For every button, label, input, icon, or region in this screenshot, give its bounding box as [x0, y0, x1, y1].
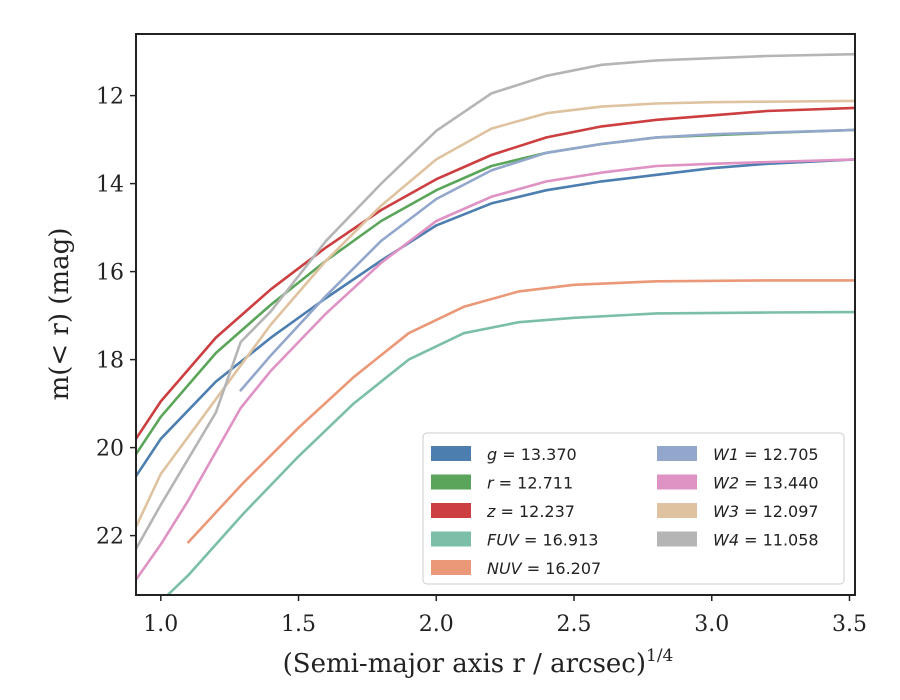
- series-line-z: [136, 106, 855, 441]
- legend-swatch-w1: [657, 446, 697, 461]
- legend-swatch-r: [431, 474, 471, 490]
- x-axis: 1.0 1.5 2.0 2.5 3.0 3.5: [143, 595, 867, 637]
- x-tick-label: 2.5: [557, 612, 592, 637]
- x-tick-label: 1.5: [281, 612, 316, 637]
- legend: g = 13.370 r = 12.711 z = 12.237 FUV = 16.9…: [422, 432, 845, 585]
- series-line-w2: [136, 158, 855, 581]
- y-tick-label: 22: [96, 525, 124, 550]
- x-tick-label: 1.0: [143, 612, 178, 637]
- x-axis-label-exponent: 1/4: [646, 646, 673, 666]
- legend-items: g = 13.370 r = 12.711 z = 12.237 FUV = 16.9…: [431, 445, 819, 578]
- legend-swatch-z: [431, 503, 471, 518]
- series-line-fuv: [165, 310, 855, 595]
- series-line-w3: [136, 99, 855, 529]
- plot-frame: [135, 33, 856, 596]
- legend-swatch-w4: [657, 531, 697, 547]
- series-line-g: [136, 158, 855, 478]
- series-line-w4: [136, 52, 855, 551]
- series-layer: [136, 52, 855, 595]
- x-axis-label: (Semi-major axis r / arcsec)1/4: [283, 646, 674, 679]
- legend-label-r: r = 12.711: [487, 474, 573, 493]
- y-axis-label: m(< r) (mag): [45, 228, 75, 401]
- x-tick-label: 2.0: [419, 612, 454, 637]
- legend-label-nuv: NUV = 16.207: [487, 559, 601, 578]
- legend-label-w4: W4 = 11.058: [713, 531, 819, 550]
- legend-swatch-w2: [657, 474, 697, 490]
- legend-label-g: g = 13.370: [487, 445, 577, 464]
- legend-label-w1: W1 = 12.705: [713, 445, 819, 464]
- y-tick-label: 20: [96, 437, 124, 462]
- legend-label-fuv: FUV = 16.913: [487, 531, 598, 550]
- y-tick-label: 16: [96, 261, 124, 286]
- legend-swatch-fuv: [431, 531, 471, 547]
- legend-box: [422, 432, 845, 585]
- legend-label-z: z = 12.237: [486, 502, 575, 521]
- series-line-w1: [239, 128, 855, 392]
- y-tick-label: 18: [96, 349, 124, 374]
- legend-label-w3: W3 = 12.097: [713, 502, 819, 521]
- legend-swatch-w3: [657, 503, 697, 518]
- y-tick-label: 12: [96, 85, 124, 110]
- legend-swatch-g: [431, 446, 471, 461]
- y-tick-label: 14: [96, 173, 124, 198]
- y-axis: 12 14 16 18 20 22: [96, 85, 136, 550]
- legend-label-w2: W2 = 13.440: [713, 474, 819, 493]
- legend-swatch-nuv: [431, 560, 471, 575]
- series-line-nuv: [187, 279, 855, 544]
- x-tick-label: 3.5: [832, 612, 867, 637]
- x-tick-label: 3.0: [694, 612, 729, 637]
- x-axis-label-main: (Semi-major axis r / arcsec): [283, 649, 646, 679]
